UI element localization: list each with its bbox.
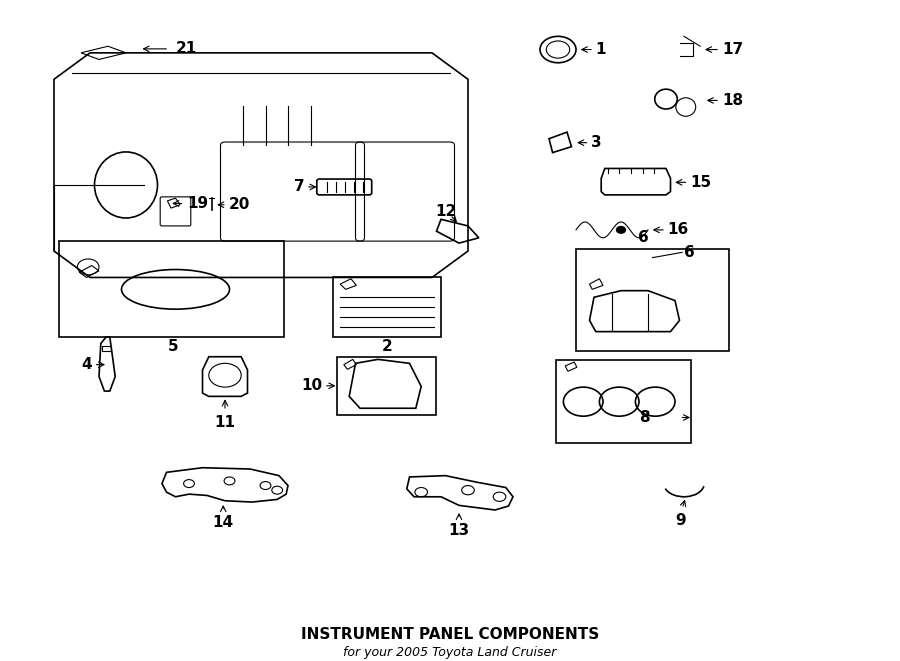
Text: 14: 14 (212, 516, 234, 530)
Text: INSTRUMENT PANEL COMPONENTS: INSTRUMENT PANEL COMPONENTS (301, 627, 599, 642)
Text: 5: 5 (167, 339, 178, 354)
Circle shape (616, 227, 625, 233)
Text: 21: 21 (176, 42, 197, 56)
Text: 8: 8 (639, 410, 650, 425)
Text: 10: 10 (302, 378, 322, 393)
Text: 11: 11 (214, 415, 236, 430)
Text: 12: 12 (435, 204, 456, 219)
Text: 18: 18 (723, 93, 743, 108)
Text: 6: 6 (638, 230, 649, 245)
Text: 15: 15 (690, 175, 711, 190)
Text: 4: 4 (81, 357, 92, 372)
Text: 17: 17 (723, 42, 743, 57)
Text: 13: 13 (448, 524, 470, 538)
Text: 7: 7 (293, 179, 304, 194)
Text: 16: 16 (668, 222, 689, 237)
Text: 2: 2 (382, 339, 392, 354)
Text: 6: 6 (684, 245, 695, 260)
Text: for your 2005 Toyota Land Cruiser: for your 2005 Toyota Land Cruiser (343, 646, 557, 659)
Text: 3: 3 (591, 136, 602, 150)
Text: 9: 9 (675, 513, 686, 527)
Text: 1: 1 (596, 42, 607, 57)
Text: 20: 20 (229, 197, 250, 212)
Text: 19: 19 (187, 196, 208, 211)
